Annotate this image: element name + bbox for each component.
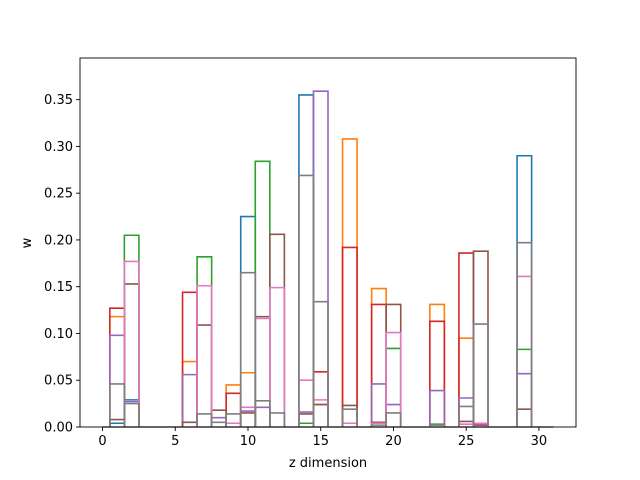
series-0 bbox=[109, 94, 533, 427]
series-5-bar-3 bbox=[196, 324, 213, 427]
series-6-bar-10 bbox=[385, 331, 402, 427]
series-5-bar-8 bbox=[298, 413, 315, 427]
x-tick-label-5: 25 bbox=[458, 434, 475, 449]
series-3-bar-7 bbox=[458, 252, 475, 427]
axes-layer: 0 5 10 15 20 25 30 0.00 0.05 0.10 0.15 0.20 0.25 0.30… bbox=[44, 57, 577, 449]
y-tick-label-1: 0.05 bbox=[44, 374, 73, 389]
y-tick-label-4: 0.20 bbox=[44, 233, 73, 248]
series-6-bar-6 bbox=[298, 379, 315, 427]
x-tick-label-1: 5 bbox=[171, 434, 179, 449]
series-6-bar-0 bbox=[123, 260, 140, 427]
series-6-bar-1 bbox=[196, 284, 213, 427]
series-4-bar-13 bbox=[516, 372, 533, 427]
y-tick-label-5: 0.25 bbox=[44, 187, 73, 202]
series-5-bar-6 bbox=[254, 315, 271, 427]
series-7-bar-5 bbox=[239, 271, 257, 427]
series-0-bar-4 bbox=[516, 154, 533, 427]
series-5-bar-9 bbox=[312, 403, 329, 427]
series-3-bar-4 bbox=[341, 246, 358, 427]
series-7-bar-8 bbox=[298, 174, 315, 427]
series-7 bbox=[109, 174, 533, 427]
series-7-bar-7 bbox=[269, 412, 286, 427]
series-2-bar-6 bbox=[516, 348, 533, 427]
series-6-bar-13 bbox=[516, 275, 533, 427]
series-7-bar-4 bbox=[225, 413, 242, 427]
series-5-bar-12 bbox=[385, 303, 402, 427]
series-1 bbox=[109, 138, 475, 427]
series-1-bar-1 bbox=[181, 360, 198, 427]
series-1-bar-7 bbox=[429, 303, 446, 427]
series-3-bar-6 bbox=[429, 320, 446, 427]
plot-frame bbox=[79, 57, 577, 428]
y-tick-label-7: 0.35 bbox=[44, 93, 73, 108]
series-4-bar-1 bbox=[123, 400, 140, 427]
series-7-bar-6 bbox=[254, 400, 271, 427]
series-1-bar-3 bbox=[239, 371, 257, 427]
x-tick-label-6: 30 bbox=[531, 434, 548, 449]
series-1-bar-0 bbox=[109, 315, 126, 427]
series-4-bar-9 bbox=[385, 403, 402, 427]
series-5-bar-4 bbox=[210, 409, 227, 427]
series-0-bar-2 bbox=[239, 215, 257, 427]
series-2-bar-1 bbox=[196, 255, 213, 427]
series-2-bar-4 bbox=[385, 347, 402, 427]
series-5-bar-7 bbox=[269, 233, 286, 427]
x-axis-label: z dimension bbox=[289, 456, 367, 471]
y-tick-label-3: 0.15 bbox=[44, 280, 73, 295]
y-tick-label-6: 0.30 bbox=[44, 140, 73, 155]
series-7-bar-9 bbox=[312, 300, 329, 427]
series-6-bar-5 bbox=[269, 286, 286, 427]
series-3-bar-2 bbox=[225, 392, 242, 427]
series-2-bar-0 bbox=[123, 234, 140, 427]
y-tick-label-2: 0.10 bbox=[44, 327, 73, 342]
series-0-bar-3 bbox=[298, 94, 315, 427]
series-1-bar-2 bbox=[225, 384, 242, 427]
series-3-bar-0 bbox=[109, 307, 126, 427]
series-2-bar-2 bbox=[254, 160, 271, 427]
series-7-bar-10 bbox=[341, 408, 358, 427]
series-4-bar-10 bbox=[429, 389, 446, 427]
series-7-bar-1 bbox=[123, 402, 140, 427]
bars-layer bbox=[102, 90, 554, 428]
series-1-bar-5 bbox=[341, 138, 358, 427]
series-4-bar-7 bbox=[312, 90, 329, 427]
series-6-bar-4 bbox=[254, 317, 271, 427]
series-7-bar-12 bbox=[385, 412, 402, 427]
series-7-bar-2 bbox=[196, 413, 213, 427]
series-5-bar-14 bbox=[472, 250, 489, 427]
series-7-bar-15 bbox=[472, 323, 489, 427]
series-7-bar-0 bbox=[109, 383, 126, 427]
series-5-bar-1 bbox=[123, 283, 140, 427]
series-5-bar-5 bbox=[239, 412, 257, 427]
x-tick-label-3: 15 bbox=[312, 434, 329, 449]
x-tick-label-4: 20 bbox=[385, 434, 402, 449]
series-1-bar-4 bbox=[312, 403, 329, 427]
series-4-bar-2 bbox=[181, 373, 198, 427]
series-4-bar-5 bbox=[254, 406, 271, 427]
series-7-bar-13 bbox=[429, 424, 446, 427]
series-4-bar-8 bbox=[370, 383, 387, 427]
series-5-bar-15 bbox=[516, 408, 533, 427]
x-tick-label-0: 0 bbox=[98, 434, 106, 449]
series-1-bar-8 bbox=[458, 337, 475, 427]
series-4-bar-11 bbox=[458, 397, 475, 427]
y-tick-label-0: 0.00 bbox=[44, 421, 73, 436]
y-axis-label: w bbox=[20, 237, 35, 248]
x-tick-label-2: 10 bbox=[240, 434, 257, 449]
series-3-bar-5 bbox=[370, 303, 387, 427]
series-4-bar-0 bbox=[109, 334, 126, 427]
series-1-bar-6 bbox=[370, 287, 387, 427]
series-7-bar-16 bbox=[516, 241, 533, 427]
series-4 bbox=[109, 90, 533, 427]
series-3-bar-1 bbox=[181, 291, 198, 427]
